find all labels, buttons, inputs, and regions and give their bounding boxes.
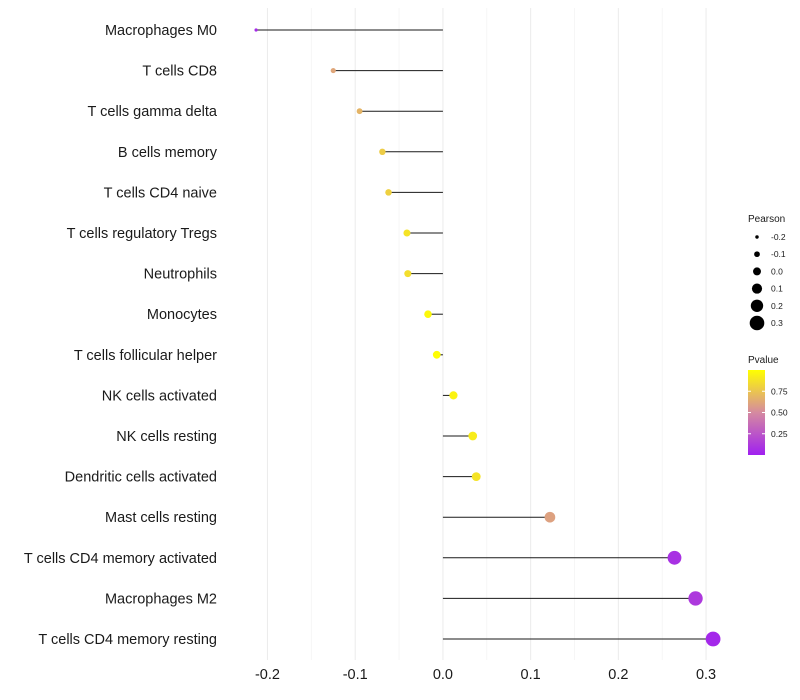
x-tick-label: 0.2 — [608, 667, 628, 683]
data-point — [254, 28, 258, 32]
x-tick-label: 0.1 — [521, 667, 541, 683]
data-point — [385, 189, 392, 196]
category-label: Macrophages M0 — [105, 23, 217, 39]
data-point — [356, 108, 363, 115]
data-point — [667, 550, 682, 565]
category-label: Macrophages M2 — [105, 591, 217, 607]
category-label: T cells follicular helper — [74, 348, 217, 364]
color-legend-title: Pvalue — [748, 355, 779, 366]
size-legend-label: -0.1 — [771, 249, 786, 259]
size-legend-key — [754, 251, 760, 258]
size-legend-label: 0.3 — [771, 318, 783, 328]
size-legend-key — [755, 235, 759, 239]
points — [254, 28, 721, 647]
category-label: Dendritic cells activated — [65, 470, 217, 486]
data-point — [688, 591, 703, 606]
data-point — [379, 148, 386, 156]
category-label: T cells CD8 — [142, 64, 217, 80]
category-label: T cells gamma delta — [88, 104, 218, 120]
size-legend-key — [753, 267, 761, 276]
category-label: NK cells resting — [116, 429, 217, 445]
size-legend-label: -0.2 — [771, 232, 786, 242]
x-tick-label: 0.0 — [433, 667, 453, 683]
colorbar-label: 0.25 — [771, 429, 788, 439]
data-point — [432, 350, 441, 359]
category-label: Mast cells resting — [105, 510, 217, 526]
size-legend-label: 0.0 — [771, 266, 783, 276]
category-labels: Macrophages M0 T cells CD8 T cells gamma d… — [24, 23, 218, 648]
x-tick-label: -0.2 — [255, 667, 280, 683]
category-label: T cells CD4 memory activated — [24, 551, 217, 567]
category-label: Neutrophils — [144, 267, 217, 283]
size-legend-key — [750, 299, 764, 312]
category-label: B cells memory — [118, 145, 218, 161]
size-legend: Pearson -0.2 -0.1 0.0 0.1 0.2 0.3 — [748, 214, 786, 331]
size-legend-label: 0.2 — [771, 301, 783, 311]
data-point — [424, 310, 432, 318]
grid-lines — [266, 8, 707, 660]
size-legend-title: Pearson — [748, 214, 785, 225]
data-point — [468, 431, 478, 441]
colorbar-label: 0.75 — [771, 386, 788, 396]
category-label: T cells CD4 naive — [104, 185, 217, 201]
data-point — [330, 68, 336, 74]
data-point — [403, 229, 411, 237]
category-label: T cells CD4 memory resting — [38, 632, 217, 648]
x-axis-ticks: -0.2 -0.1 0.0 0.1 0.2 0.3 — [255, 667, 716, 683]
x-tick-label: -0.1 — [343, 667, 368, 683]
data-point — [471, 472, 481, 481]
category-label: Monocytes — [147, 307, 217, 323]
stems — [256, 29, 714, 640]
size-legend-label: 0.1 — [771, 284, 783, 294]
data-point — [544, 511, 556, 523]
colorbar-label: 0.50 — [771, 408, 788, 418]
data-point — [449, 391, 458, 400]
color-legend: Pvalue 0.25 0.50 0.75 — [748, 355, 788, 455]
size-legend-key — [751, 283, 763, 294]
category-label: NK cells activated — [102, 388, 217, 404]
size-legend-key — [749, 315, 765, 331]
data-point — [705, 631, 721, 647]
x-tick-label: 0.3 — [696, 667, 716, 683]
pvalue-colorbar — [748, 370, 765, 455]
data-point — [404, 270, 412, 278]
category-label: T cells regulatory Tregs — [67, 226, 217, 242]
